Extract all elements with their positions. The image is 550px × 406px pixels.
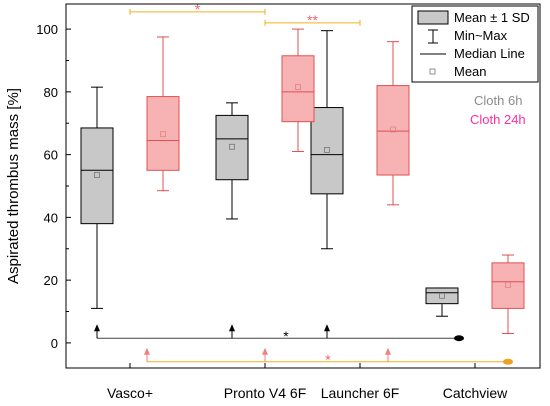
x-tick-label-2: Launcher 6F <box>321 385 400 401</box>
mean-marker <box>295 84 301 91</box>
box-1-0 <box>146 36 180 192</box>
baseline-6h-dot <box>454 335 464 342</box>
annotations-layer: ***** <box>94 1 513 368</box>
box-1-1 <box>281 28 315 152</box>
legend-entry-sd: Mean ± 1 SD <box>454 10 530 25</box>
box-body <box>80 127 114 225</box>
mean-marker <box>505 281 511 288</box>
arrow-head-24h-2 <box>385 347 391 355</box>
box-0-3 <box>425 287 459 317</box>
arrow-head-6h-1 <box>229 324 235 332</box>
x-tick-label-1: Pronto V4 6F <box>224 385 307 401</box>
box-body <box>310 107 344 195</box>
baseline-24h-label: * <box>325 352 331 368</box>
bracket-label: * <box>195 1 201 17</box>
arrow-head-6h-2 <box>324 324 330 332</box>
legend-mean-swatch <box>429 68 436 75</box>
legend: Mean ± 1 SD Min~Max Median Line Mean <box>411 5 539 83</box>
arrow-head-24h-1 <box>262 347 268 355</box>
bracket-label: ** <box>307 12 318 28</box>
group-label-6h: Cloth 6h <box>474 93 522 108</box>
y-tick-label-100: 100 <box>36 22 58 37</box>
legend-entry-mean: Mean <box>454 64 487 79</box>
baseline-6h: * <box>94 324 464 344</box>
mean-marker <box>160 131 166 138</box>
mean-marker <box>324 147 330 153</box>
mean-marker <box>94 172 100 178</box>
y-tick-label-0: 0 <box>51 336 58 351</box>
arrow-head-6h-0 <box>94 324 100 332</box>
mean-marker <box>390 126 396 133</box>
mean-marker <box>229 143 235 150</box>
baseline-6h-label: * <box>283 328 289 344</box>
legend-entry-median: Median Line <box>454 46 525 61</box>
y-axis-title: Aspirated thrombus mass [%] <box>5 88 22 284</box>
y-tick-label-40: 40 <box>44 210 58 225</box>
significance-bracket-1: ** <box>264 12 361 28</box>
box-body <box>146 96 180 171</box>
legend-whisker-swatch <box>428 29 438 44</box>
box-0-0 <box>80 86 114 309</box>
box-body <box>376 85 410 176</box>
box-body <box>491 262 525 309</box>
y-tick-label-20: 20 <box>44 273 58 288</box>
baseline-24h-dot <box>503 358 513 365</box>
significance-bracket-0: * <box>129 1 266 17</box>
box-body <box>281 55 315 123</box>
legend-box-swatch <box>417 10 449 25</box>
box-1-2 <box>376 41 410 206</box>
mean-marker <box>439 292 445 299</box>
group-label-24h: Cloth 24h <box>470 112 526 127</box>
baseline-24h: * <box>144 347 513 368</box>
box-0-2 <box>310 30 344 250</box>
x-tick-label-3: Catchview <box>443 385 508 401</box>
y-axis-ticks: 0 20 40 60 80 100 <box>36 22 71 351</box>
legend-entry-minmax: Min~Max <box>454 28 508 43</box>
x-tick-label-0: Vasco+ <box>107 385 153 401</box>
arrow-head-24h-0 <box>144 347 150 355</box>
boxes-layer <box>80 28 525 334</box>
y-tick-label-80: 80 <box>44 85 58 100</box>
box-body <box>425 287 459 305</box>
box-1-3 <box>491 254 525 334</box>
box-0-1 <box>215 102 249 220</box>
y-tick-label-60: 60 <box>44 148 58 163</box>
box-body <box>215 114 249 181</box>
x-axis-ticks: Vasco+ Pronto V4 6F Launcher 6F Catchview <box>107 363 508 401</box>
